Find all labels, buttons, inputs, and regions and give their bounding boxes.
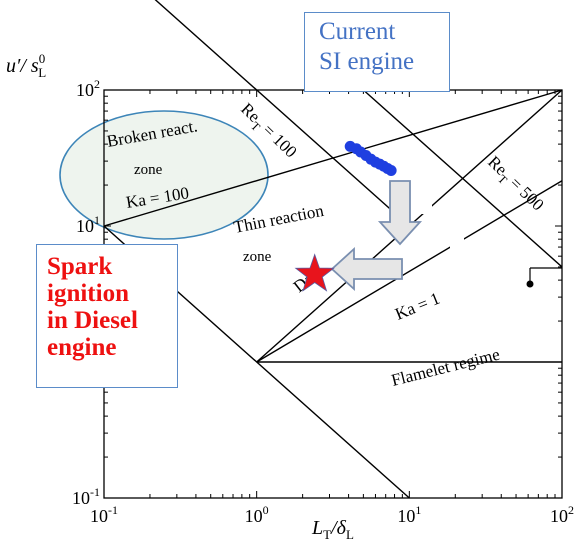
current-si-point	[385, 164, 397, 176]
down-arrow-icon	[377, 180, 423, 246]
current-callout-line1: Current	[319, 18, 396, 45]
current-callout-line2: SI engine	[319, 48, 415, 75]
x-tick-label: 100	[245, 503, 269, 526]
re500-gap-1	[416, 196, 432, 214]
label-flamelet-regime: Flamelet regime	[389, 345, 501, 390]
y-tick-label: 10-1	[72, 485, 100, 508]
label-ka-1: Ka = 1	[392, 289, 442, 324]
y-tick-label: 101	[76, 213, 100, 236]
regime-line-re-t-100	[154, 0, 410, 227]
spark-ignition-star-icon	[294, 253, 335, 292]
current-si-engine-callout: Current SI engine	[304, 12, 450, 92]
label-thin-zone: zone	[243, 249, 272, 265]
regime-line-ka-1	[256, 180, 563, 363]
label-broken-zone: zone	[134, 162, 163, 178]
re500-gap-2	[432, 218, 446, 232]
x-tick-label: 101	[397, 503, 421, 526]
diesel-callout-line2: ignition	[47, 280, 129, 307]
re500-gap-3	[450, 238, 464, 252]
diesel-callout-line4: engine	[47, 334, 117, 361]
x-axis-label: LT/δL	[311, 517, 354, 542]
x-tick-label: 10-1	[90, 503, 118, 526]
regime-line-ka-100	[103, 89, 563, 227]
diesel-callout-line3: in Diesel	[47, 307, 138, 334]
y-tick-label: 102	[76, 77, 100, 100]
diesel-callout-line1: Spark	[47, 253, 113, 280]
spark-ignition-diesel-callout: Spark ignition in Diesel engine	[36, 244, 178, 388]
x-tick-label: 102	[550, 503, 574, 526]
left-arrow-icon	[330, 246, 403, 292]
marker-dot	[526, 280, 534, 288]
label-re-t-500: ReT = 500	[481, 152, 547, 217]
y-axis-label: u′/ s0 L	[6, 51, 46, 80]
broken-reaction-zone-ellipse	[59, 110, 269, 240]
